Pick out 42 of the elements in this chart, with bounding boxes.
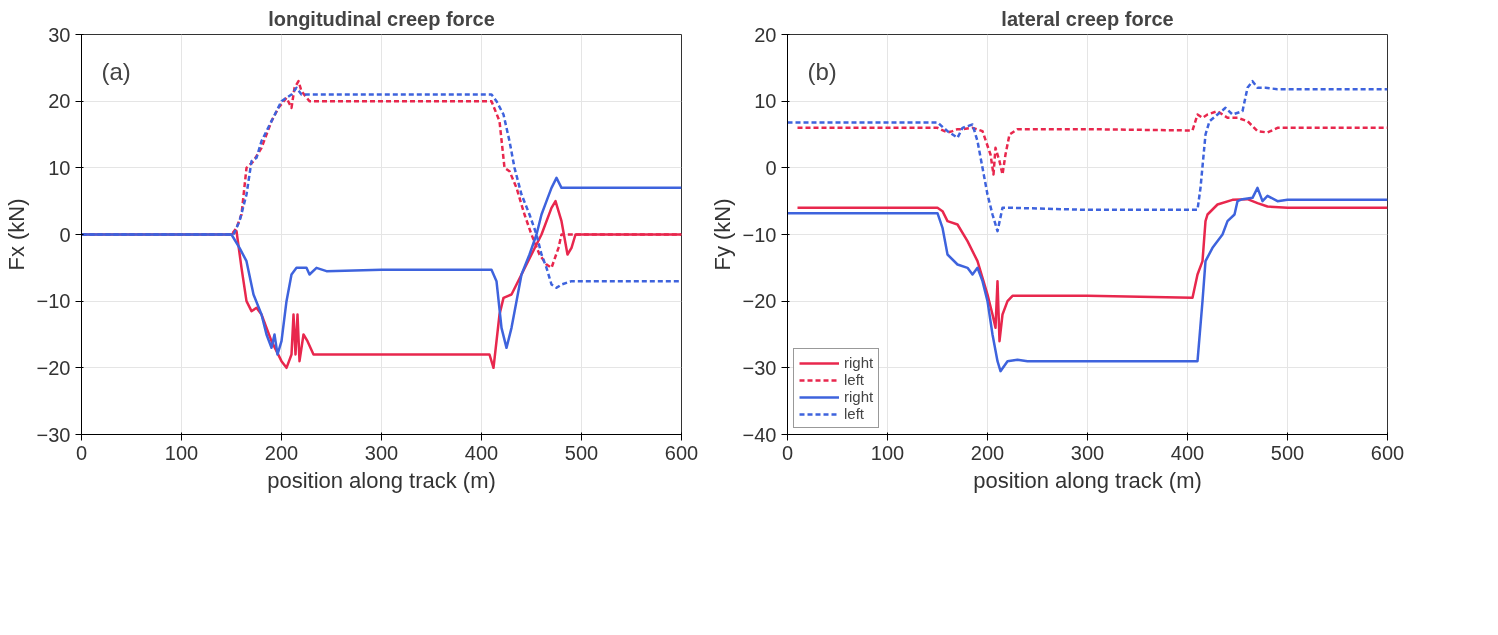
y-tick-label: −30 xyxy=(742,356,777,379)
x-tick-label: 400 xyxy=(464,441,499,464)
x-tick-label: 100 xyxy=(164,441,199,464)
legend-label: left xyxy=(844,405,865,422)
x-tick-label: 300 xyxy=(364,441,399,464)
y-axis-title: Fy (kN) xyxy=(709,198,735,271)
y-tick-label: 30 xyxy=(48,23,71,46)
x-tick-label: 500 xyxy=(1270,441,1305,464)
x-tick-label: 0 xyxy=(781,441,794,464)
y-tick-label: −10 xyxy=(742,223,777,246)
x-tick-label: 200 xyxy=(970,441,1005,464)
x-tick-label: 0 xyxy=(75,441,88,464)
x-tick-label: 500 xyxy=(564,441,599,464)
annotation: (a) xyxy=(101,57,131,85)
y-tick-label: −20 xyxy=(36,356,71,379)
annotation: (b) xyxy=(807,57,837,85)
y-tick-label: 10 xyxy=(48,156,71,179)
y-axis-title: Fx (kN) xyxy=(3,198,29,271)
legend-label: left xyxy=(844,371,865,388)
chart-title: lateral creep force xyxy=(1001,7,1174,30)
y-tick-label: 10 xyxy=(754,90,777,113)
y-tick-label: −30 xyxy=(36,423,71,446)
legend-label: right xyxy=(844,354,874,371)
chart-title: longitudinal creep force xyxy=(268,7,495,30)
x-tick-label: 200 xyxy=(264,441,299,464)
y-tick-label: −20 xyxy=(742,290,777,313)
x-tick-label: 600 xyxy=(1370,441,1405,464)
y-tick-label: −40 xyxy=(742,423,777,446)
line-series xyxy=(787,186,1388,373)
y-tick-label: 0 xyxy=(59,223,71,246)
y-tick-label: 20 xyxy=(754,23,777,46)
x-tick-label: 300 xyxy=(1070,441,1105,464)
x-tick-label: 400 xyxy=(1170,441,1205,464)
x-axis-title: position along track (m) xyxy=(267,467,496,493)
y-tick-label: 20 xyxy=(48,90,71,113)
legend-label: right xyxy=(844,388,874,405)
y-tick-label: −10 xyxy=(36,290,71,313)
line-series xyxy=(796,197,1388,343)
y-tick-label: 0 xyxy=(765,156,777,179)
x-axis-title: position along track (m) xyxy=(973,467,1202,493)
x-tick-label: 600 xyxy=(664,441,699,464)
x-tick-label: 100 xyxy=(870,441,905,464)
